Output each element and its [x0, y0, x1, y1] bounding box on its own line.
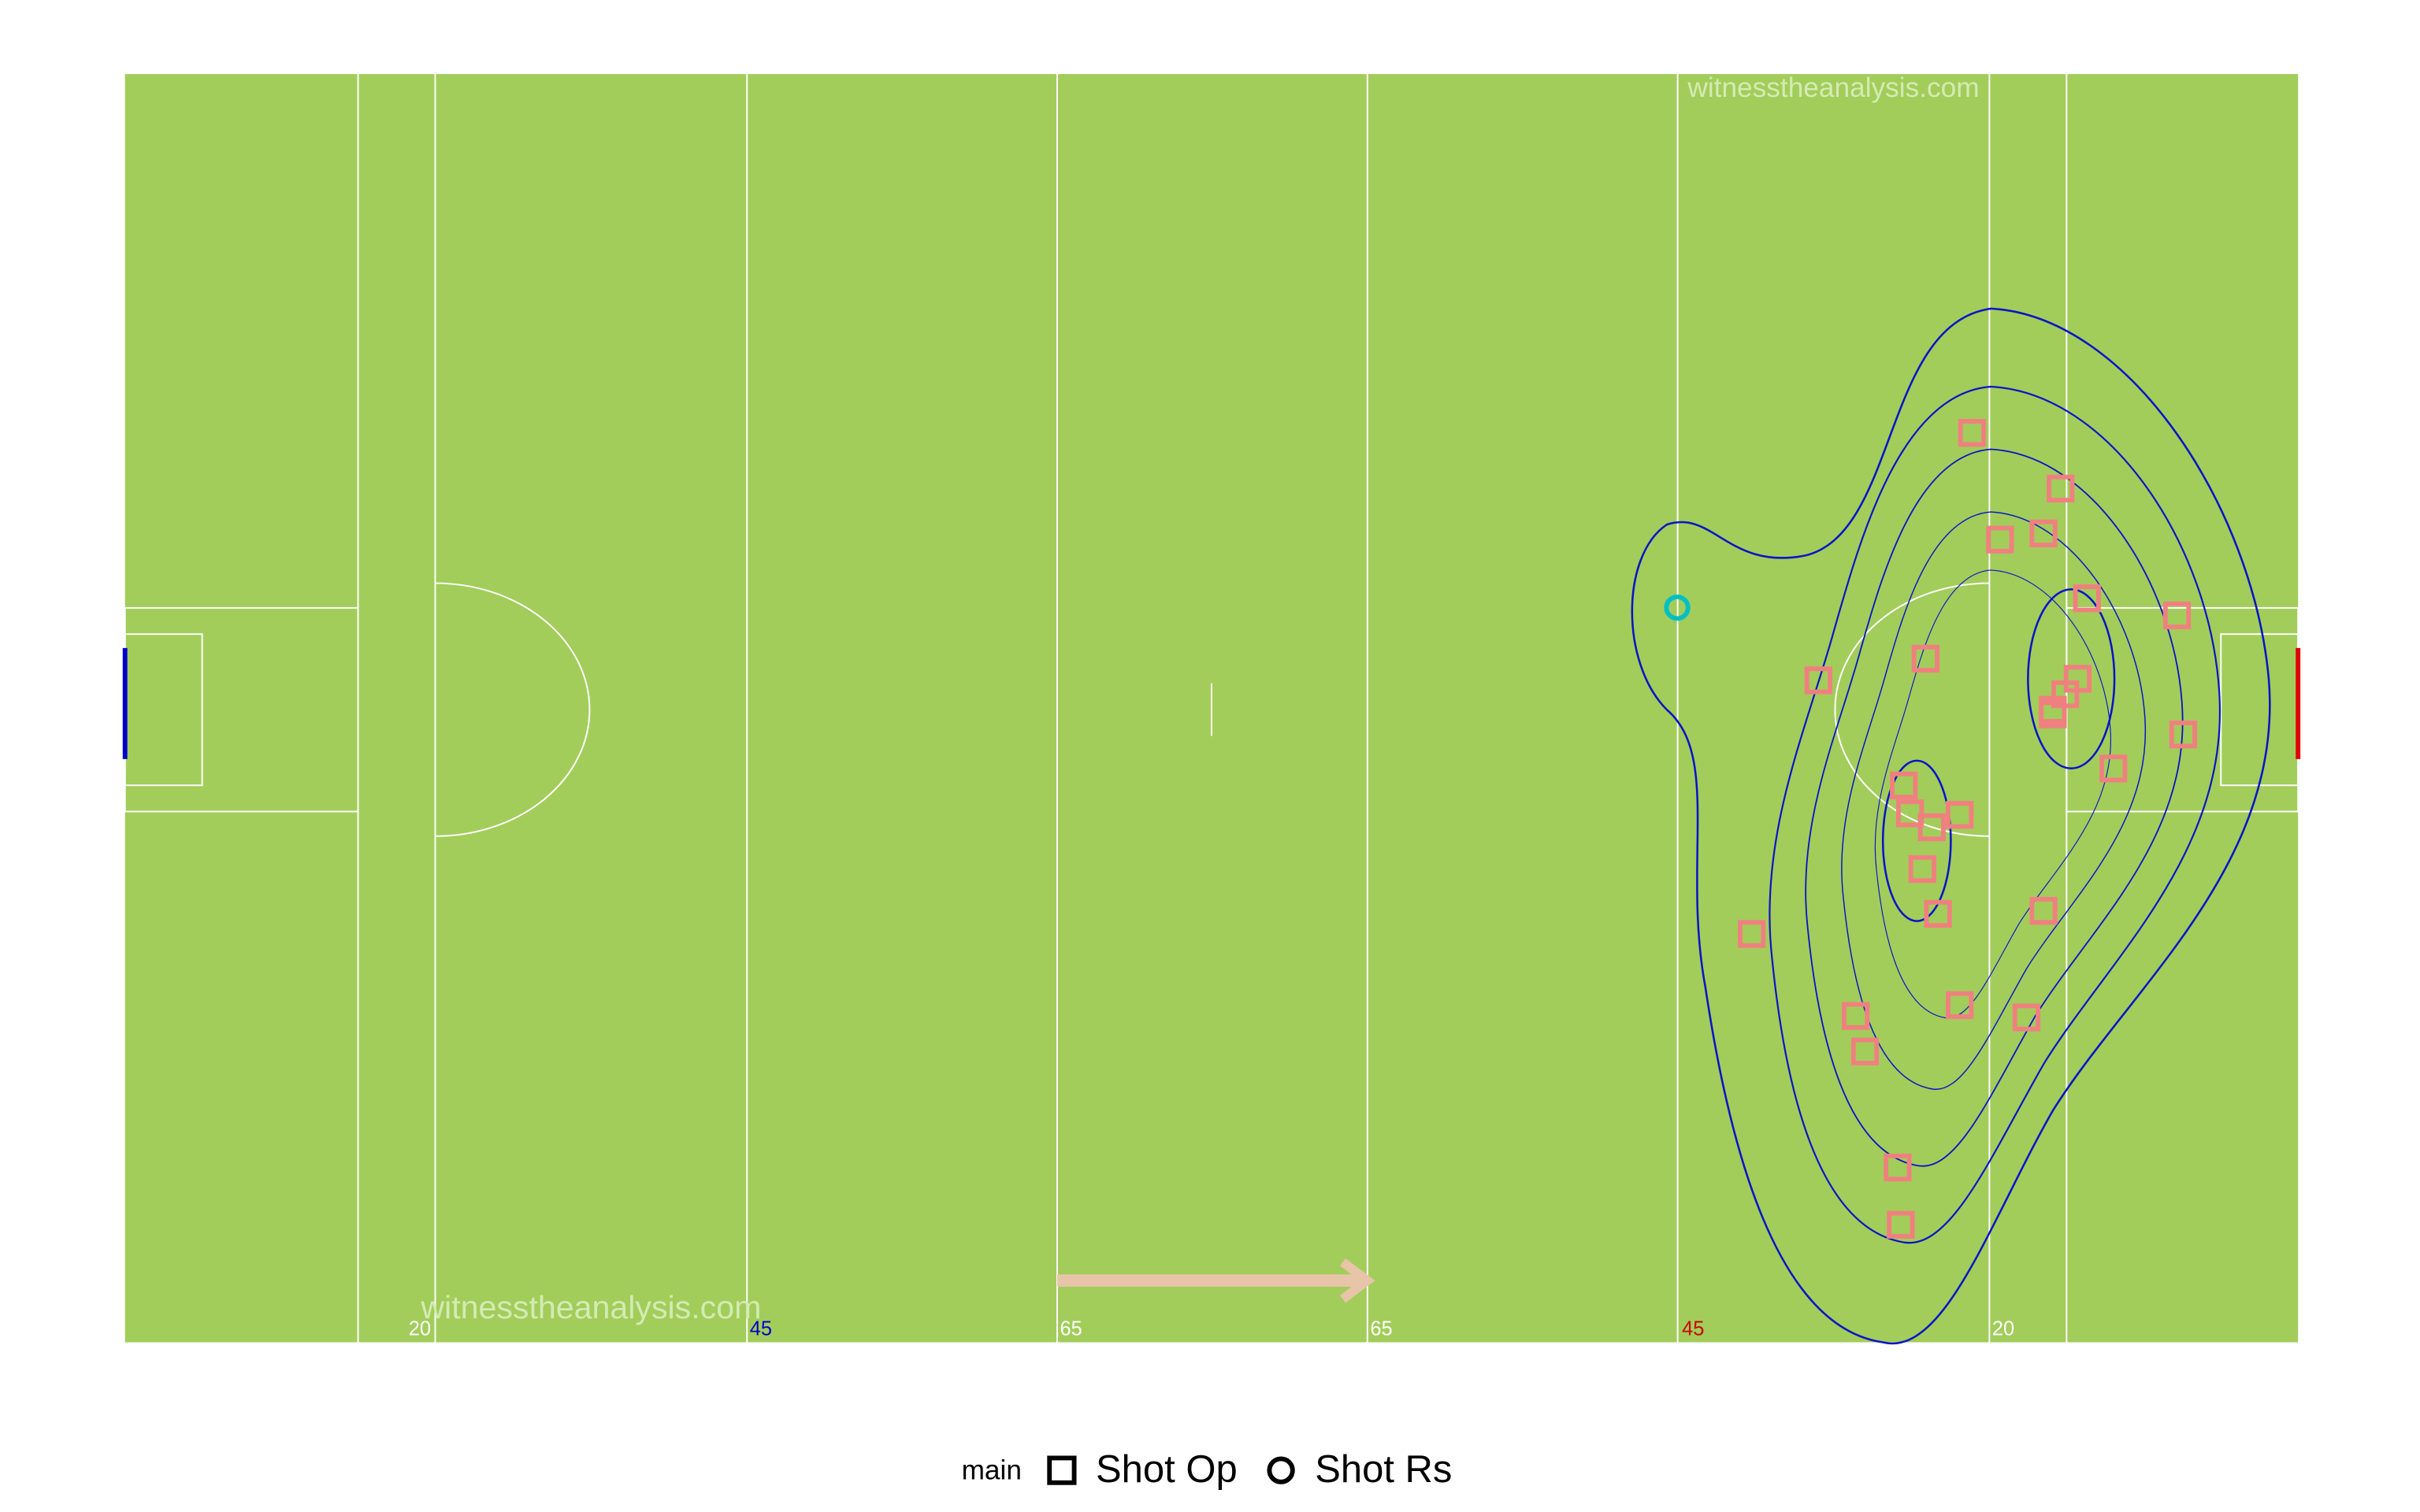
- legend-symbol: [1047, 1455, 1077, 1485]
- shot-marker: [1908, 854, 1937, 884]
- shot-marker: [2012, 1003, 2041, 1032]
- shot-marker: [2073, 584, 2101, 613]
- shot-marker: [1890, 771, 1918, 800]
- legend-title: main: [962, 1455, 1022, 1485]
- density-contours: [1631, 307, 2271, 1345]
- shot-marker: [2029, 896, 2058, 925]
- shot-marker: [1664, 594, 1691, 621]
- shot-marker: [1958, 419, 1987, 447]
- shot-marker: [1917, 813, 1946, 842]
- shot-marker: [1887, 1210, 1915, 1239]
- watermark: witnesstheanalysis.com: [420, 1289, 761, 1325]
- pitch-label: 65: [1060, 1318, 1082, 1340]
- shot-marker: [1842, 1002, 1870, 1030]
- legend-symbol: [1267, 1456, 1295, 1484]
- shot-marker: [2039, 700, 2067, 728]
- shot-marker: [2029, 519, 2058, 547]
- shot-marker: [2169, 721, 2198, 749]
- shot-marker: [2099, 754, 2128, 783]
- shot-marker: [1895, 799, 1924, 828]
- shot-marker: [1884, 1153, 1912, 1182]
- shot-marker: [1850, 1037, 1880, 1065]
- pitch-markings: [122, 74, 2301, 1343]
- shot-marker: [2047, 474, 2075, 503]
- pitch-label: 45: [1682, 1318, 1704, 1340]
- shot-marker: [1924, 899, 1952, 928]
- shot-marker: [1946, 801, 1974, 829]
- shot-marker: [1946, 991, 1974, 1019]
- legend-label: Shot Op: [1096, 1448, 1238, 1491]
- pitch-label: 20: [409, 1318, 431, 1340]
- pitch-label: 45: [750, 1318, 772, 1340]
- shot-marker: [1738, 920, 1766, 948]
- pitch-label: 65: [1370, 1318, 1392, 1340]
- pitch-labels: 20 45 65 65 45 20: [409, 1318, 2014, 1340]
- shot-marker: [1804, 666, 1833, 695]
- watermark: witnesstheanalysis.com: [1687, 72, 1979, 103]
- shot-marker: [2162, 601, 2192, 630]
- shot-marker: [1911, 644, 1939, 673]
- pitch-label: 20: [1992, 1318, 2014, 1340]
- legend-label: Shot Rs: [1315, 1448, 1452, 1491]
- shot-marker: [1986, 525, 2014, 554]
- shots: [1664, 419, 2198, 1239]
- legend: main Shot Op Shot Rs: [962, 1448, 1453, 1491]
